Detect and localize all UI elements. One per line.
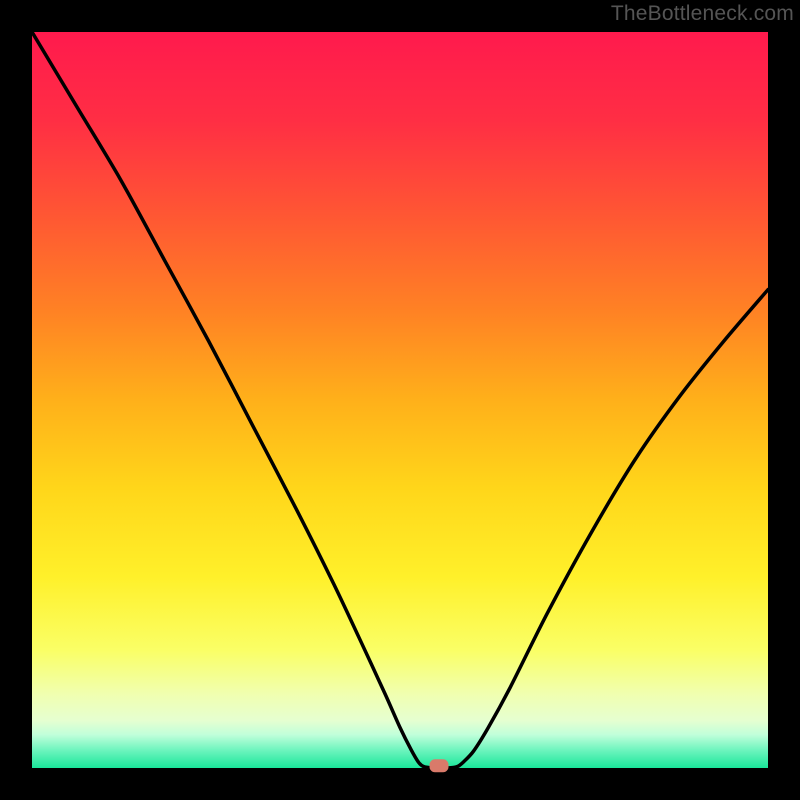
plot-area (32, 32, 768, 768)
optimum-marker (430, 760, 448, 772)
watermark-text: TheBottleneck.com (611, 2, 794, 26)
bottleneck-chart (0, 0, 800, 800)
